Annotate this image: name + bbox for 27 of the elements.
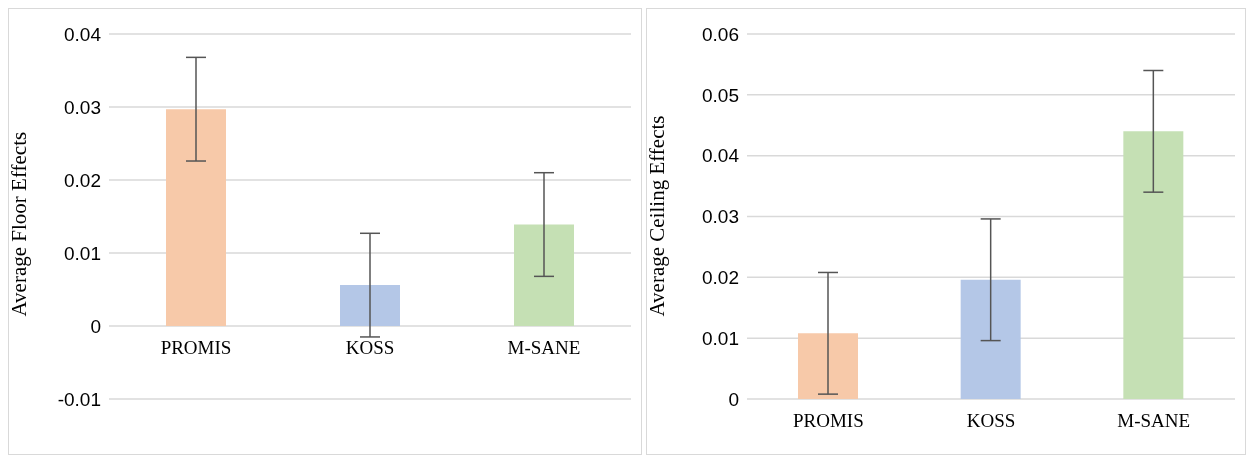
y-tick-label: 0.04 — [64, 23, 102, 45]
y-axis-title: Average Floor Effects — [7, 131, 32, 317]
x-tick-label: KOSS — [966, 410, 1016, 431]
bar — [960, 279, 1021, 399]
y-tick-label: 0.02 — [64, 169, 101, 191]
y-tick-label: 0.05 — [702, 84, 739, 106]
bar — [514, 224, 574, 326]
y-axis-title: Average Ceiling Effects — [645, 115, 670, 317]
x-tick-label: KOSS — [345, 337, 395, 358]
y-tick-label: 0.01 — [64, 242, 101, 264]
y-tick-label: 0.03 — [702, 206, 739, 228]
y-tick-label: 0.03 — [64, 96, 101, 118]
bar — [1123, 131, 1184, 399]
bar — [166, 109, 226, 326]
y-tick-label: 0 — [90, 315, 101, 337]
y-tick-label: 0.06 — [702, 23, 739, 45]
bar — [798, 333, 858, 399]
x-tick-label: PROMIS — [792, 410, 864, 431]
y-tick-label: 0 — [728, 388, 739, 410]
x-tick-label: PROMIS — [160, 337, 232, 358]
y-tick-label: 0.04 — [702, 145, 740, 167]
y-tick-label: 0.02 — [702, 267, 739, 289]
y-tick-label: 0.01 — [702, 327, 739, 349]
x-tick-label: M-SANE — [1117, 410, 1191, 431]
y-tick-label: -0.01 — [57, 388, 101, 410]
bar — [340, 285, 400, 326]
x-tick-label: M-SANE — [507, 337, 581, 358]
